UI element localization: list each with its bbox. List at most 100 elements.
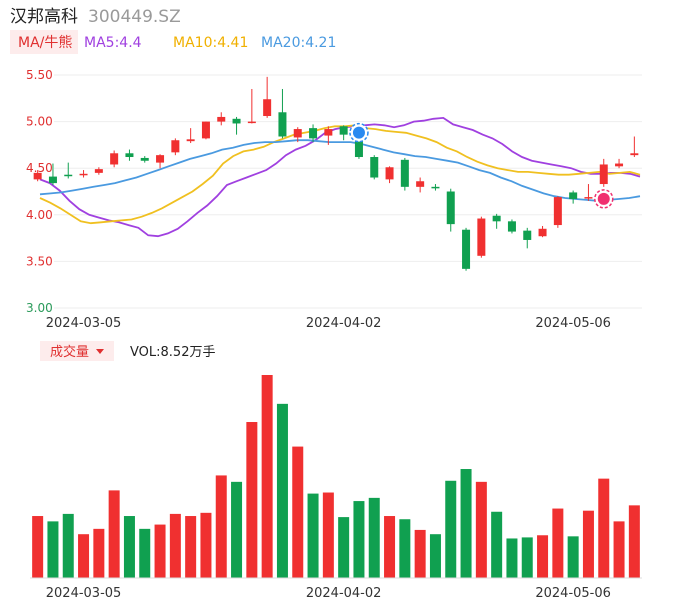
volume-value: VOL:8.52万手 [130,345,215,360]
ma10-line [39,124,641,225]
candle [278,88,287,139]
candle [64,162,73,179]
volume-button-label: 成交量 [50,344,89,360]
volume-bar [552,508,564,578]
candle [156,154,165,169]
candle-body [385,167,394,180]
markers [349,122,614,209]
volume-bar [215,475,227,578]
date-label: 2024-05-06 [535,586,611,601]
volume-bar [567,536,579,578]
volume-bar [32,516,44,578]
volume-bar [307,493,319,578]
volume-bar [628,505,640,578]
signal-badge-red[interactable] [594,189,614,209]
candle-body [79,173,88,176]
candle [48,163,57,185]
ma-toggle-button[interactable] [10,30,78,54]
candle-body [354,137,363,158]
candle-body [140,157,149,161]
candle-body [232,118,241,124]
candle [201,121,210,140]
candle-body [584,197,593,199]
ma5-line [39,116,641,238]
volume-indicator-button[interactable] [40,341,114,361]
candle-body [324,129,333,136]
volume-bar [78,534,90,578]
volume-bar [368,497,380,578]
price-tick-label: 4.50 [26,161,53,175]
candle-body [523,230,532,240]
date-label: 2024-04-02 [306,316,382,331]
price-tick-label: 3.00 [26,301,53,315]
price-axis: 5.50 5.00 4.50 4.00 3.50 3.00 [26,68,53,315]
candle-body [64,174,73,177]
volume-bar [384,516,396,578]
ma5-label: MA5:4.4 [84,35,142,51]
volume-bar [475,481,487,578]
volume-bar [460,469,472,578]
volume-bar [414,529,426,578]
volume-bar [292,446,304,578]
volume-bar [139,528,151,578]
volume-date-axis: 2024-03-05 2024-04-02 2024-05-06 [46,586,611,601]
candle [584,184,593,201]
volume-bar [108,490,120,578]
candle [186,128,195,144]
volume-bar [246,422,258,578]
volume-bar [445,480,457,578]
volume-bar [429,534,441,578]
signal-badge-blue[interactable] [349,122,369,143]
candle [339,125,348,141]
candle-body [339,126,348,135]
candle-body [370,157,379,178]
date-label: 2024-05-06 [535,316,611,331]
price-tick-label: 5.00 [26,115,53,129]
candle-body [416,181,425,187]
candle [79,170,88,178]
volume-bar [322,492,334,578]
volume-bar [506,538,518,578]
candle-body [186,139,195,142]
volume-bar [399,519,411,578]
ma20-label: MA20:4.21 [261,35,336,51]
candle [446,188,455,232]
candle [477,216,486,258]
candle [431,184,440,191]
volume-bar [185,516,197,578]
candle-body [247,121,256,124]
candle-body [630,153,639,156]
volume-bar [613,521,625,578]
candle [293,127,302,143]
candle-body [599,164,608,185]
volume-bar [491,511,503,578]
candle [125,149,134,161]
ma-lines [39,116,641,238]
candle [33,170,42,182]
candle [171,138,180,156]
candle [324,126,333,145]
date-label: 2024-03-05 [46,586,122,601]
candle-body [477,218,486,256]
candle [309,124,318,143]
volume-bar [582,510,594,578]
badge-dot [597,192,610,205]
candle [217,112,226,126]
price-tick-label: 5.50 [26,68,53,82]
candle [523,227,532,249]
candle-body [507,221,516,232]
candle-body [446,191,455,225]
volume-bar [200,512,212,578]
candle-body [569,192,578,199]
candle [569,190,578,204]
candle-body [125,153,134,158]
price-grid [54,74,642,309]
candle-body [48,176,57,184]
date-label: 2024-03-05 [46,316,122,331]
date-label: 2024-04-02 [306,586,382,601]
candle [232,116,241,135]
candle [110,150,119,168]
candle-body [171,140,180,153]
candle-body [263,99,272,117]
